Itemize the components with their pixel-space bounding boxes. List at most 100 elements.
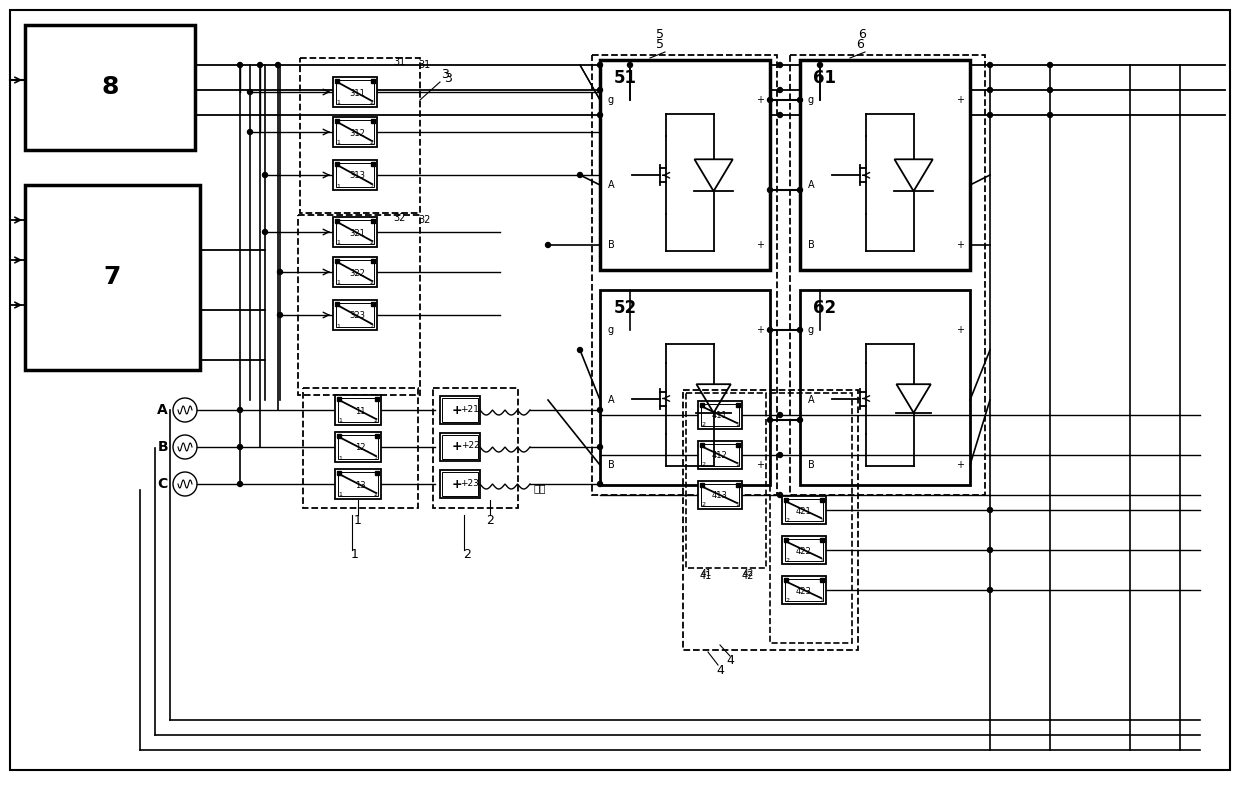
Text: 3: 3: [444, 71, 451, 85]
Bar: [335, 395, 381, 425]
Bar: [782, 536, 826, 564]
Circle shape: [598, 87, 603, 93]
Bar: [303, 388, 418, 508]
Bar: [335, 432, 381, 462]
Text: c: c: [337, 396, 341, 401]
Circle shape: [238, 444, 243, 450]
Text: 2: 2: [701, 502, 706, 507]
Circle shape: [987, 587, 992, 593]
Circle shape: [797, 188, 802, 192]
Text: B: B: [808, 240, 815, 250]
Text: 2: 2: [370, 280, 374, 286]
Text: 1: 1: [735, 462, 739, 468]
Text: B: B: [608, 240, 615, 250]
Text: 5: 5: [656, 28, 663, 42]
Circle shape: [777, 112, 782, 118]
Circle shape: [817, 63, 822, 68]
Bar: [698, 401, 742, 429]
Circle shape: [263, 229, 268, 235]
Circle shape: [768, 188, 773, 192]
Text: +21: +21: [460, 404, 480, 414]
Text: +: +: [956, 95, 963, 105]
Text: 32: 32: [393, 213, 405, 223]
Circle shape: [777, 452, 782, 458]
Text: 1: 1: [355, 513, 362, 527]
Circle shape: [546, 243, 551, 247]
Bar: [683, 390, 858, 650]
Circle shape: [238, 481, 243, 487]
Text: g: g: [608, 95, 614, 105]
Bar: [785, 539, 823, 561]
Text: 2: 2: [374, 418, 378, 423]
Text: 322: 322: [350, 268, 365, 278]
Bar: [25, 185, 200, 370]
Text: +: +: [956, 240, 963, 250]
Text: 2: 2: [486, 513, 494, 527]
Text: 2: 2: [785, 597, 789, 603]
Text: c: c: [740, 403, 744, 407]
Bar: [600, 60, 770, 270]
Text: C: C: [157, 477, 167, 491]
Circle shape: [777, 87, 782, 93]
Circle shape: [598, 444, 603, 450]
Text: c: c: [335, 301, 339, 306]
Text: B: B: [808, 460, 815, 470]
Bar: [686, 393, 766, 568]
Text: c: c: [825, 578, 827, 582]
Text: 2: 2: [370, 100, 374, 105]
Circle shape: [1048, 63, 1053, 68]
Bar: [433, 388, 518, 508]
Circle shape: [768, 327, 773, 333]
Bar: [701, 444, 739, 466]
Circle shape: [278, 312, 283, 317]
Text: 1: 1: [336, 100, 340, 105]
Text: 1: 1: [339, 492, 342, 498]
Bar: [785, 579, 823, 601]
Bar: [336, 303, 374, 327]
Bar: [591, 55, 777, 495]
Text: A: A: [608, 180, 615, 190]
Text: c: c: [337, 433, 341, 439]
Bar: [782, 576, 826, 604]
Bar: [300, 58, 420, 213]
Text: c: c: [335, 162, 339, 166]
Text: 51: 51: [614, 69, 636, 87]
Text: A: A: [157, 403, 167, 417]
Circle shape: [598, 481, 603, 487]
Text: c: c: [825, 498, 827, 502]
Circle shape: [797, 97, 802, 103]
Text: 311: 311: [350, 89, 365, 97]
Bar: [336, 163, 374, 187]
Text: 11: 11: [355, 407, 366, 415]
Bar: [336, 80, 374, 104]
Bar: [334, 160, 377, 190]
Circle shape: [1048, 112, 1053, 118]
Text: 62: 62: [813, 299, 837, 317]
Text: 1: 1: [820, 597, 823, 603]
Circle shape: [627, 63, 632, 68]
Bar: [785, 499, 823, 521]
Text: 413: 413: [712, 491, 728, 501]
Text: c: c: [740, 483, 744, 487]
Text: 2: 2: [701, 422, 706, 428]
Text: +: +: [756, 240, 764, 250]
Text: 31: 31: [393, 57, 405, 67]
Bar: [440, 470, 480, 498]
Text: c: c: [335, 119, 339, 123]
Text: +: +: [451, 477, 463, 491]
Bar: [698, 481, 742, 509]
Text: c: c: [740, 443, 744, 447]
Circle shape: [987, 547, 992, 553]
Text: 2: 2: [374, 455, 378, 461]
Text: 422: 422: [796, 546, 812, 556]
Text: 2: 2: [370, 323, 374, 328]
Bar: [334, 77, 377, 107]
Text: 12: 12: [355, 444, 366, 452]
Text: +: +: [956, 325, 963, 335]
Text: 2: 2: [785, 557, 789, 563]
Circle shape: [278, 269, 283, 275]
Text: +: +: [451, 403, 463, 417]
Text: 6: 6: [858, 28, 866, 42]
Text: 5: 5: [656, 38, 663, 52]
Text: 1: 1: [820, 517, 823, 523]
